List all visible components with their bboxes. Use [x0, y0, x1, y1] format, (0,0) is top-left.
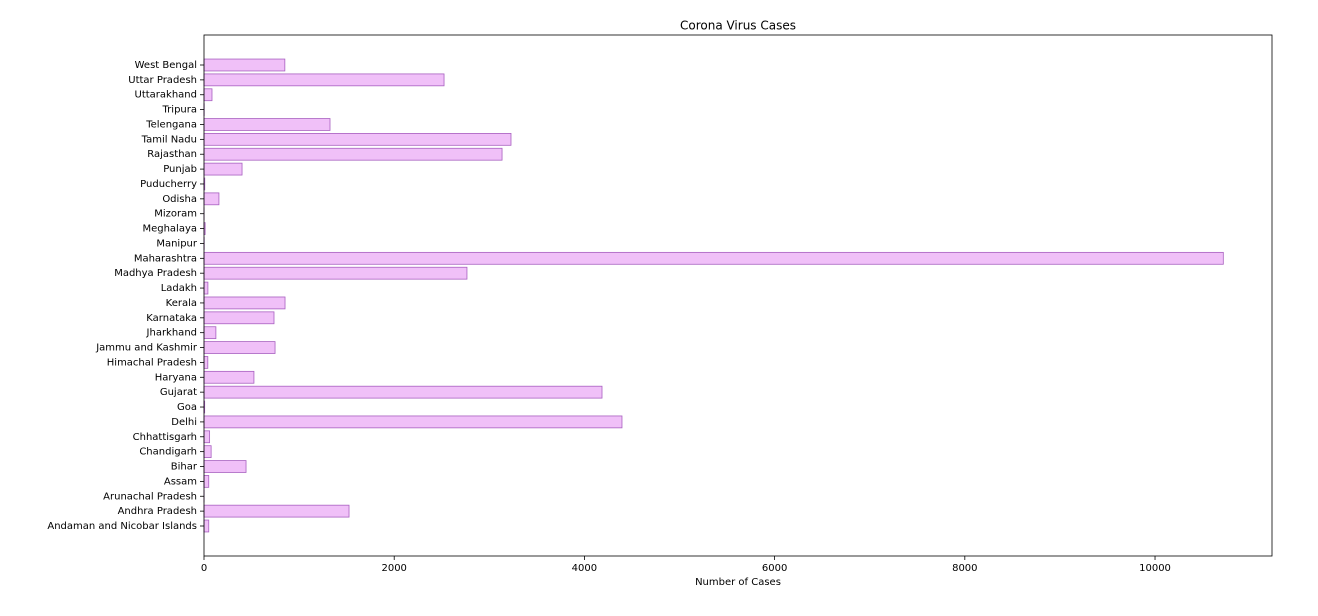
bar	[203, 266, 468, 280]
y-tick-label: Andhra Pradesh	[118, 506, 197, 517]
bar	[203, 445, 212, 458]
y-tick-label: Meghalaya	[142, 224, 197, 235]
bar	[203, 430, 211, 444]
bar	[203, 281, 209, 295]
bar	[203, 326, 217, 340]
y-tick-label: Haryana	[155, 372, 197, 383]
y-tick-label: Ladakh	[161, 283, 197, 294]
y-tick-label: Kerala	[166, 298, 197, 309]
x-tick-label: 4000	[572, 563, 597, 574]
bar	[203, 519, 210, 533]
bar	[203, 504, 350, 518]
y-tick-label: Chandigarh	[139, 447, 197, 458]
bar	[203, 251, 1224, 265]
bar	[203, 73, 445, 87]
y-tick-label: Puducherry	[140, 179, 197, 190]
x-tick-label: 0	[201, 563, 207, 574]
bar	[203, 88, 213, 102]
y-tick-label: Maharashtra	[134, 253, 197, 264]
y-tick-label: Uttarakhand	[135, 90, 197, 101]
y-tick-label: Assam	[164, 476, 197, 487]
y-tick-label: Telengana	[145, 119, 197, 130]
x-tick-label: 6000	[762, 563, 787, 574]
bar	[203, 415, 623, 429]
y-tick-label: Manipur	[156, 238, 198, 249]
y-tick-label: Bihar	[171, 462, 198, 473]
y-tick-label: Jharkhand	[146, 328, 197, 339]
y-tick-label: Chhattisgarh	[133, 432, 197, 443]
chart-title: Corona Virus Cases	[680, 19, 796, 33]
y-tick-label: Rajasthan	[147, 149, 197, 160]
y-tick-label: Delhi	[171, 417, 197, 428]
x-tick-label: 10000	[1139, 563, 1171, 574]
y-tick-label: West Bengal	[135, 60, 197, 71]
bar	[203, 475, 210, 488]
y-tick-label: Tripura	[162, 105, 197, 116]
y-tick-label: Gujarat	[160, 387, 197, 398]
y-tick-label: Arunachal Pradesh	[103, 491, 197, 502]
y-tick-label: Goa	[177, 402, 197, 413]
bar	[203, 147, 503, 161]
y-tick-label: Tamil Nadu	[141, 134, 197, 145]
y-tick-label: Karnataka	[146, 313, 197, 324]
bar	[203, 133, 512, 146]
bar	[203, 341, 276, 354]
y-tick-label: Andaman and Nicobar Islands	[47, 521, 197, 532]
bar	[203, 460, 247, 473]
x-axis-label: Number of Cases	[695, 577, 781, 588]
y-tick-label: Madhya Pradesh	[114, 268, 197, 279]
bar	[203, 370, 255, 384]
bar	[203, 58, 286, 72]
y-tick-label: Mizoram	[154, 209, 197, 220]
bar	[203, 162, 243, 176]
bar	[203, 296, 286, 310]
y-tick-label: Uttar Pradesh	[128, 75, 197, 86]
y-tick-label: Jammu and Kashmir	[95, 343, 198, 354]
bar	[203, 118, 331, 131]
x-tick-label: 2000	[381, 563, 406, 574]
y-tick-label: Punjab	[163, 164, 197, 175]
y-tick-label: Odisha	[162, 194, 197, 205]
bar	[203, 356, 209, 369]
plot-frame	[203, 34, 1273, 557]
bar	[203, 192, 220, 206]
x-tick-label: 8000	[952, 563, 977, 574]
y-tick-label: Himachal Pradesh	[107, 357, 197, 368]
bar	[203, 385, 603, 399]
bar	[203, 311, 275, 325]
